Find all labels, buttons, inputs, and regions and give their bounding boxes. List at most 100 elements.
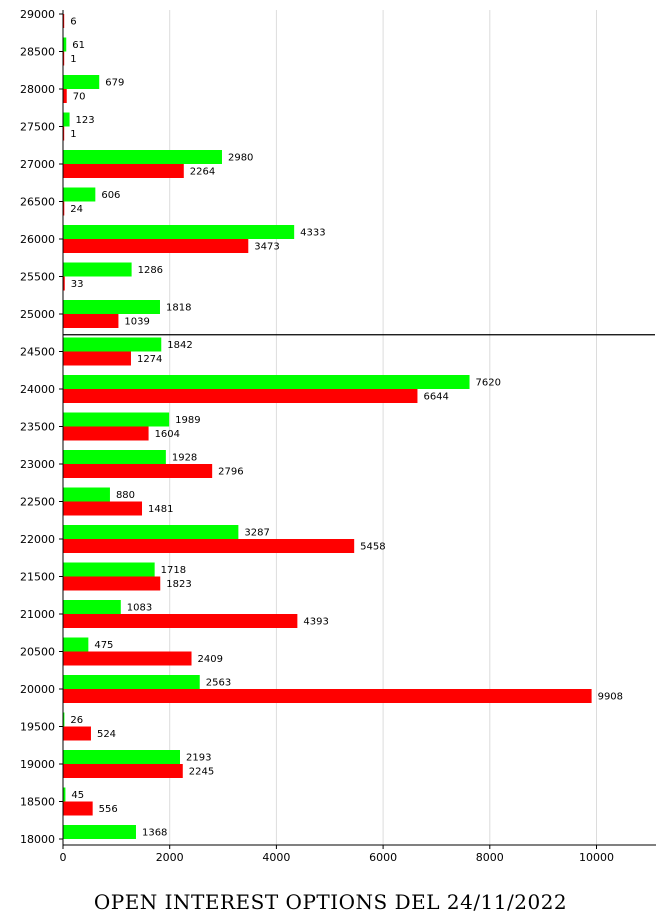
bar-red <box>63 126 65 141</box>
y-tick-label: 29000 <box>20 8 55 21</box>
y-tick-label: 19000 <box>20 758 55 771</box>
data-label: 2980 <box>228 153 253 164</box>
data-label: 2409 <box>198 654 223 665</box>
data-label: 1039 <box>124 317 149 328</box>
y-tick-label: 25000 <box>20 308 55 321</box>
bar-green <box>63 187 96 202</box>
bar-red <box>63 501 143 516</box>
bar-green <box>63 750 180 764</box>
bar-red <box>63 314 119 328</box>
data-label: 9908 <box>598 692 623 703</box>
data-label: 1842 <box>167 340 192 351</box>
y-tick-label: 21500 <box>20 571 55 584</box>
bar-green <box>63 112 70 127</box>
y-tick-label: 21000 <box>20 608 55 621</box>
chart-title: OPEN INTEREST OPTIONS DEL 24/11/2022 <box>93 890 568 914</box>
y-tick-label: 23000 <box>20 458 55 471</box>
bar-green <box>63 337 162 352</box>
y-tick-label: 18000 <box>20 833 55 846</box>
bar-red <box>63 164 184 178</box>
bar-green <box>63 412 170 427</box>
x-tick-label: 8000 <box>476 851 504 864</box>
data-label: 4393 <box>303 617 328 628</box>
data-label: 26 <box>70 715 83 726</box>
bar-red <box>63 801 93 816</box>
bar-green <box>63 600 121 614</box>
data-label: 1818 <box>166 303 191 314</box>
bar-green <box>63 450 166 464</box>
x-tick-label: 0 <box>60 851 67 864</box>
x-tick-label: 10000 <box>579 851 614 864</box>
bar-green <box>63 300 160 314</box>
bar-red <box>63 576 161 591</box>
bar-red <box>63 89 67 103</box>
data-label: 1083 <box>127 603 152 614</box>
data-label: 2193 <box>186 753 211 764</box>
bar-red <box>63 201 65 216</box>
data-label: 4333 <box>300 228 325 239</box>
x-tick-label: 4000 <box>262 851 290 864</box>
data-label: 1368 <box>142 828 167 839</box>
bar-green <box>63 262 132 277</box>
data-label: 45 <box>71 790 84 801</box>
data-label: 2563 <box>206 678 231 689</box>
y-tick-label: 19500 <box>20 721 55 734</box>
bar-red <box>63 389 418 403</box>
data-label: 24 <box>70 204 83 215</box>
x-tick-label: 2000 <box>156 851 184 864</box>
data-label: 2245 <box>189 767 214 778</box>
y-tick-label: 28000 <box>20 83 55 96</box>
y-tick-label: 22000 <box>20 533 55 546</box>
y-tick-label: 27500 <box>20 121 55 134</box>
data-label: 880 <box>116 490 135 501</box>
bar-red <box>63 276 65 291</box>
bar-red <box>63 51 65 66</box>
data-label: 524 <box>97 729 116 740</box>
bar-green <box>63 37 67 52</box>
bar-red <box>63 464 213 478</box>
y-tick-label: 24500 <box>20 346 55 359</box>
data-label: 3287 <box>244 528 269 539</box>
data-label: 475 <box>94 640 113 651</box>
data-label: 1286 <box>138 265 163 276</box>
bar-green <box>63 225 295 239</box>
bar-green <box>63 375 470 389</box>
data-label: 5458 <box>360 542 385 553</box>
data-label: 1 <box>70 129 76 140</box>
data-label: 2796 <box>218 467 243 478</box>
bar-red <box>63 764 183 778</box>
y-tick-label: 25500 <box>20 271 55 284</box>
bar-green <box>63 787 66 802</box>
bar-green <box>63 525 239 539</box>
bar-green <box>63 675 200 689</box>
y-tick-label: 27000 <box>20 158 55 171</box>
data-label: 123 <box>76 115 95 126</box>
data-label: 606 <box>101 190 120 201</box>
y-tick-label: 20000 <box>20 683 55 696</box>
data-label: 3473 <box>254 242 279 253</box>
data-label: 1481 <box>148 504 173 515</box>
bar-red <box>63 651 192 666</box>
data-label: 1989 <box>175 415 200 426</box>
bar-green <box>63 712 65 727</box>
bar-chart: 6611679701231298022646062443333473128633… <box>20 8 656 864</box>
data-label: 556 <box>99 804 118 815</box>
data-label: 1274 <box>137 354 162 365</box>
bar-red <box>63 689 592 703</box>
bar-red <box>63 351 131 366</box>
bar-green <box>63 562 155 577</box>
bar-green <box>63 75 100 89</box>
bar-red <box>63 726 91 741</box>
data-label: 6644 <box>423 392 448 403</box>
x-tick-label: 6000 <box>369 851 397 864</box>
bar-red <box>63 539 355 553</box>
y-tick-label: 28500 <box>20 46 55 59</box>
data-label: 679 <box>105 78 124 89</box>
y-tick-label: 23500 <box>20 421 55 434</box>
y-tick-label: 26000 <box>20 233 55 246</box>
data-label: 33 <box>71 279 84 290</box>
bar-green <box>63 487 110 502</box>
bar-red <box>63 614 298 628</box>
data-label: 1604 <box>155 429 180 440</box>
y-tick-label: 24000 <box>20 383 55 396</box>
